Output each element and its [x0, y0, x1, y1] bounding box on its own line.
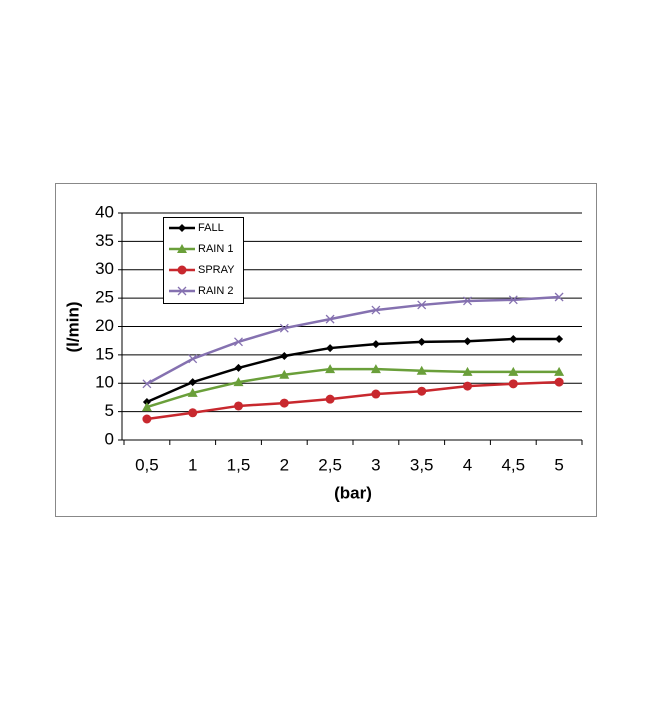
point — [234, 337, 243, 347]
legend-marker — [177, 286, 187, 296]
x-tick-label: 3,5 — [410, 455, 434, 474]
point — [371, 389, 381, 399]
legend-label: RAIN 2 — [198, 285, 233, 297]
point — [509, 334, 518, 343]
y-tick-label: 15 — [95, 344, 114, 363]
point — [234, 401, 243, 411]
y-tick-label: 25 — [95, 288, 114, 307]
x-tick-label: 4 — [463, 455, 472, 474]
point — [279, 369, 290, 379]
point — [371, 305, 381, 315]
series-line — [146, 367, 560, 409]
series-line — [146, 295, 560, 385]
series-line — [146, 380, 560, 421]
point — [234, 363, 243, 372]
point — [141, 402, 152, 412]
x-tick-label: 4,5 — [501, 455, 525, 474]
x-tick-label: 1 — [188, 455, 197, 474]
point — [416, 365, 427, 375]
point — [325, 364, 336, 374]
legend-marker — [177, 244, 187, 253]
point — [508, 366, 519, 376]
x-tick-label: 0,5 — [135, 455, 159, 474]
point — [188, 408, 198, 418]
legend-box — [163, 217, 244, 304]
point — [325, 394, 335, 404]
point — [233, 377, 244, 387]
point — [554, 366, 565, 376]
y-tick-label: 5 — [105, 401, 114, 420]
y-axis-title: (l/min) — [63, 302, 82, 353]
point — [508, 295, 518, 305]
y-tick-label: 10 — [95, 373, 114, 392]
point — [279, 398, 289, 408]
point — [142, 414, 152, 424]
point — [554, 377, 564, 387]
point — [371, 340, 380, 349]
legend-label: FALL — [198, 222, 224, 234]
y-tick-label: 40 — [95, 202, 114, 221]
legend-marker — [178, 224, 186, 232]
legend-marker — [177, 265, 187, 275]
point — [417, 386, 427, 396]
x-axis-title: (bar) — [334, 483, 372, 502]
point — [417, 300, 427, 310]
point — [508, 379, 518, 389]
point — [370, 364, 381, 374]
point — [188, 354, 198, 364]
series-line — [146, 337, 560, 404]
x-tick-label: 2 — [280, 455, 289, 474]
x-tick-label: 2,5 — [318, 455, 342, 474]
point — [280, 352, 289, 361]
y-tick-label: 0 — [105, 429, 114, 448]
point — [555, 334, 564, 343]
point — [279, 323, 289, 333]
y-tick-label: 30 — [95, 259, 114, 278]
y-tick-label: 35 — [95, 231, 114, 250]
point — [463, 337, 472, 346]
point — [463, 381, 472, 391]
point — [554, 292, 564, 302]
legend-label: RAIN 1 — [198, 243, 233, 255]
point — [325, 314, 335, 324]
x-tick-label: 1,5 — [227, 455, 251, 474]
point — [463, 296, 472, 306]
y-tick-label: 20 — [95, 316, 114, 335]
point — [326, 344, 335, 353]
point — [188, 378, 197, 387]
point — [187, 387, 198, 397]
point — [142, 379, 152, 389]
point — [462, 366, 473, 376]
x-tick-label: 3 — [371, 455, 380, 474]
point — [142, 397, 151, 406]
x-tick-label: 5 — [554, 455, 563, 474]
point — [417, 337, 426, 346]
legend-label: SPRAY — [198, 264, 235, 276]
